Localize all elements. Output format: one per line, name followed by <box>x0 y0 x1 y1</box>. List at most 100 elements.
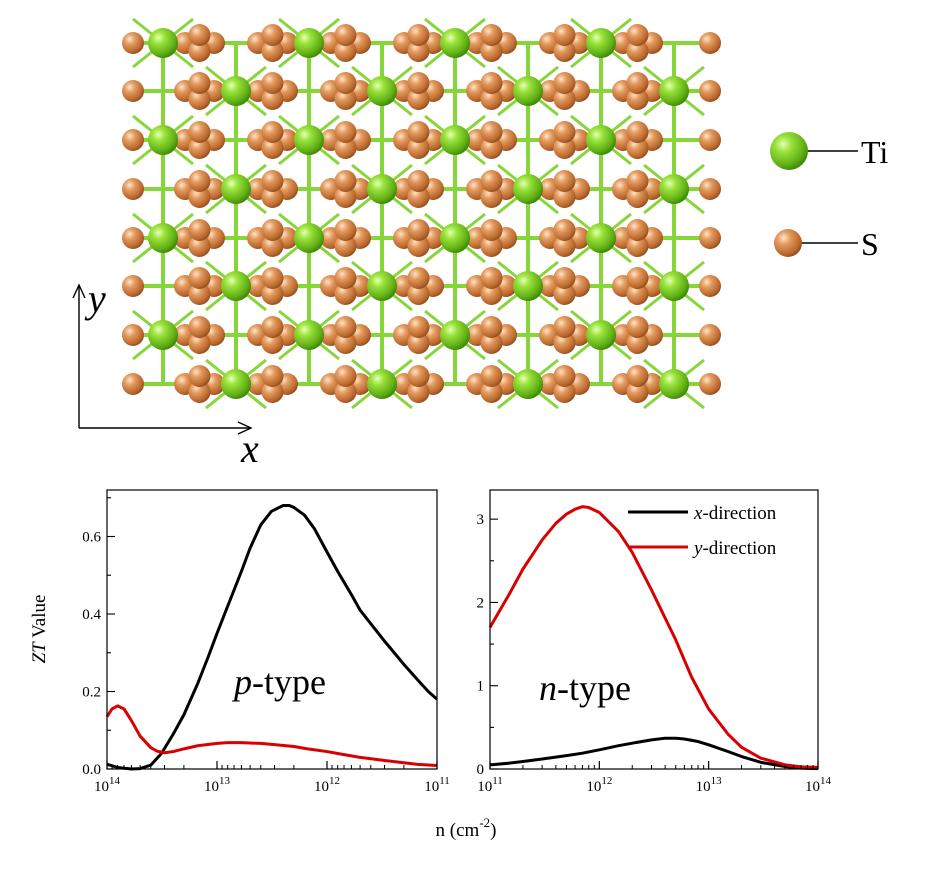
p-type-series-x-line <box>106 504 438 771</box>
s-atom <box>480 24 503 46</box>
s-atom <box>480 219 503 241</box>
s-atom <box>122 373 144 395</box>
s-atom <box>334 219 357 241</box>
s-atom <box>407 137 430 159</box>
y-axis-title: ZT Value <box>29 595 50 664</box>
s-atom <box>626 235 649 257</box>
s-atom <box>553 283 576 305</box>
ti-atom <box>294 125 324 155</box>
s-atom <box>188 381 211 403</box>
s-atom <box>626 365 649 387</box>
s-atom <box>626 137 649 159</box>
s-atom <box>122 80 144 102</box>
n-type-x-tick-label: 1011 <box>477 775 503 795</box>
s-atom <box>407 219 430 241</box>
s-atom <box>480 365 503 387</box>
s-atom <box>480 170 503 192</box>
n-type-y-tick-label: 3 <box>477 512 485 528</box>
s-atom <box>626 316 649 338</box>
s-atom <box>699 227 721 249</box>
s-atom <box>480 72 503 94</box>
s-atom <box>261 24 284 46</box>
x-axis-arrowhead <box>237 421 253 435</box>
ti-atom <box>221 369 251 399</box>
ti-atom <box>148 320 178 350</box>
species-label-s: S <box>861 226 879 262</box>
legend-label-y: y-direction <box>692 538 777 559</box>
s-atom <box>553 121 576 143</box>
s-atom <box>553 40 576 62</box>
crystal-atoms <box>122 24 721 403</box>
p-type-frame <box>106 489 438 770</box>
s-atom <box>626 40 649 62</box>
s-atom <box>553 235 576 257</box>
ti-atom <box>440 28 470 58</box>
ti-atom <box>659 271 689 301</box>
crystal-structure <box>122 17 721 410</box>
s-atom <box>480 235 503 257</box>
s-atom <box>553 24 576 46</box>
s-atom <box>188 40 211 62</box>
s-atom <box>122 32 144 54</box>
s-atom <box>334 283 357 305</box>
s-atom <box>553 88 576 110</box>
s-atom <box>261 316 284 338</box>
ti-atom <box>294 28 324 58</box>
s-atom <box>188 137 211 159</box>
n-type-x-tick-label: 1012 <box>586 775 612 795</box>
s-atom <box>334 137 357 159</box>
n-type-y-tick-label: 1 <box>477 679 485 695</box>
s-atom <box>699 178 721 200</box>
s-atom <box>699 373 721 395</box>
n-type-series <box>488 505 819 771</box>
s-atom <box>334 316 357 338</box>
s-atom <box>626 72 649 94</box>
s-atom <box>188 24 211 46</box>
s-atom <box>626 121 649 143</box>
ti-atom <box>148 28 178 58</box>
s-atom <box>699 324 721 346</box>
s-atom <box>261 235 284 257</box>
s-atom <box>407 332 430 354</box>
ti-atom <box>148 223 178 253</box>
s-atom <box>261 267 284 289</box>
ti-atom <box>586 223 616 253</box>
n-type-series-x-line <box>489 736 819 771</box>
n-type-ticks: 1011 1012 1013 1014 0 1 2 3 <box>477 512 832 795</box>
ti-atom <box>586 28 616 58</box>
n-type-y-tick-label: 2 <box>477 595 485 611</box>
chart-p-type: 1014 1013 1012 1011 0.0 0.2 0.4 0.6 p-type ZT V… <box>29 489 450 795</box>
s-atom <box>334 40 357 62</box>
s-atom <box>261 365 284 387</box>
ti-atom <box>221 76 251 106</box>
s-atom <box>699 129 721 151</box>
s-atom <box>261 186 284 208</box>
s-atom <box>334 332 357 354</box>
ti-atom <box>440 223 470 253</box>
p-type-y-tick-label: 0.0 <box>82 762 101 778</box>
ti-atom <box>513 174 543 204</box>
s-atom <box>261 332 284 354</box>
s-atom <box>480 40 503 62</box>
s-atom <box>480 186 503 208</box>
s-atom <box>122 324 144 346</box>
ti-atom <box>221 174 251 204</box>
s-atom <box>188 316 211 338</box>
n-type-y-tick-label: 0 <box>477 762 485 778</box>
s-atom <box>407 186 430 208</box>
s-atom <box>334 186 357 208</box>
s-atom <box>626 283 649 305</box>
s-atom <box>553 137 576 159</box>
s-atom <box>261 137 284 159</box>
s-atom <box>261 219 284 241</box>
s-atom <box>188 332 211 354</box>
s-atom <box>188 186 211 208</box>
chart-n-type: 1011 1012 1013 1014 0 1 2 3 n-type x-direction … <box>477 489 832 795</box>
ti-atom <box>586 125 616 155</box>
lattice-axes: y x <box>72 276 259 471</box>
s-atom <box>407 316 430 338</box>
ti-atom <box>148 125 178 155</box>
ti-atom <box>659 76 689 106</box>
s-atom <box>122 275 144 297</box>
